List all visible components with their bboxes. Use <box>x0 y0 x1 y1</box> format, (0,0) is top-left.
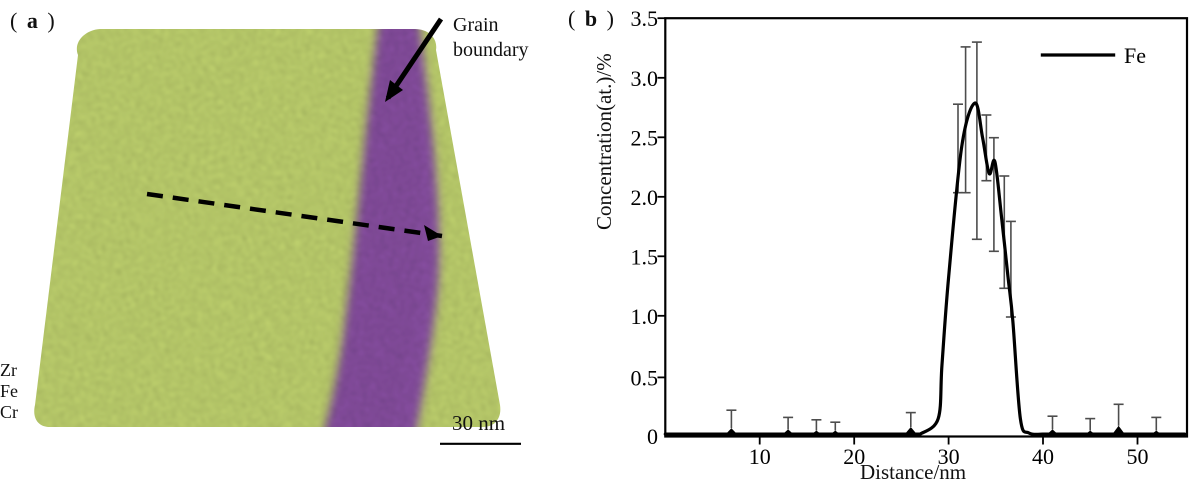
svg-text:0: 0 <box>647 424 658 449</box>
svg-text:2.0: 2.0 <box>631 185 659 210</box>
svg-text:3.0: 3.0 <box>631 66 659 91</box>
svg-text:1.5: 1.5 <box>631 244 659 269</box>
svg-text:1.0: 1.0 <box>631 304 659 329</box>
svg-text:2.5: 2.5 <box>631 125 659 150</box>
svg-text:0.5: 0.5 <box>631 365 659 390</box>
svg-text:Fe: Fe <box>1124 43 1146 68</box>
svg-text:50: 50 <box>1127 444 1149 469</box>
svg-text:40: 40 <box>1032 444 1054 469</box>
svg-text:3.5: 3.5 <box>631 6 659 31</box>
svg-text:10: 10 <box>749 444 771 469</box>
